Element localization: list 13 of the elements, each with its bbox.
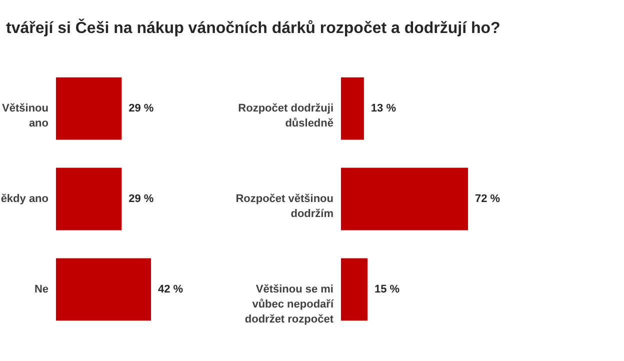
y-tick-label: Rozpočet dodržuji důsledně bbox=[238, 102, 334, 130]
data-label: 29 % bbox=[128, 102, 154, 115]
y-tick-label: Většinou ano bbox=[2, 102, 49, 130]
data-label: 15 % bbox=[374, 283, 400, 296]
text: tvářejí si Češi na nákup vánočních dárků rozpočet a dodržují ho? bbox=[6, 20, 500, 38]
y-tick-label: Většinou se mi vůbec nepodaří dodržet rozpočet bbox=[245, 283, 335, 326]
data-label: 29 % bbox=[128, 193, 154, 205]
y-tick-label: ěkdy ano bbox=[0, 193, 49, 205]
y-tick-label: Rozpočet většinou dodržím bbox=[236, 193, 334, 220]
data-label: 42 % bbox=[158, 283, 184, 296]
data-label: 13 % bbox=[371, 102, 397, 115]
y-tick-label: Ne bbox=[34, 283, 48, 296]
data-label: 72 % bbox=[475, 193, 501, 205]
